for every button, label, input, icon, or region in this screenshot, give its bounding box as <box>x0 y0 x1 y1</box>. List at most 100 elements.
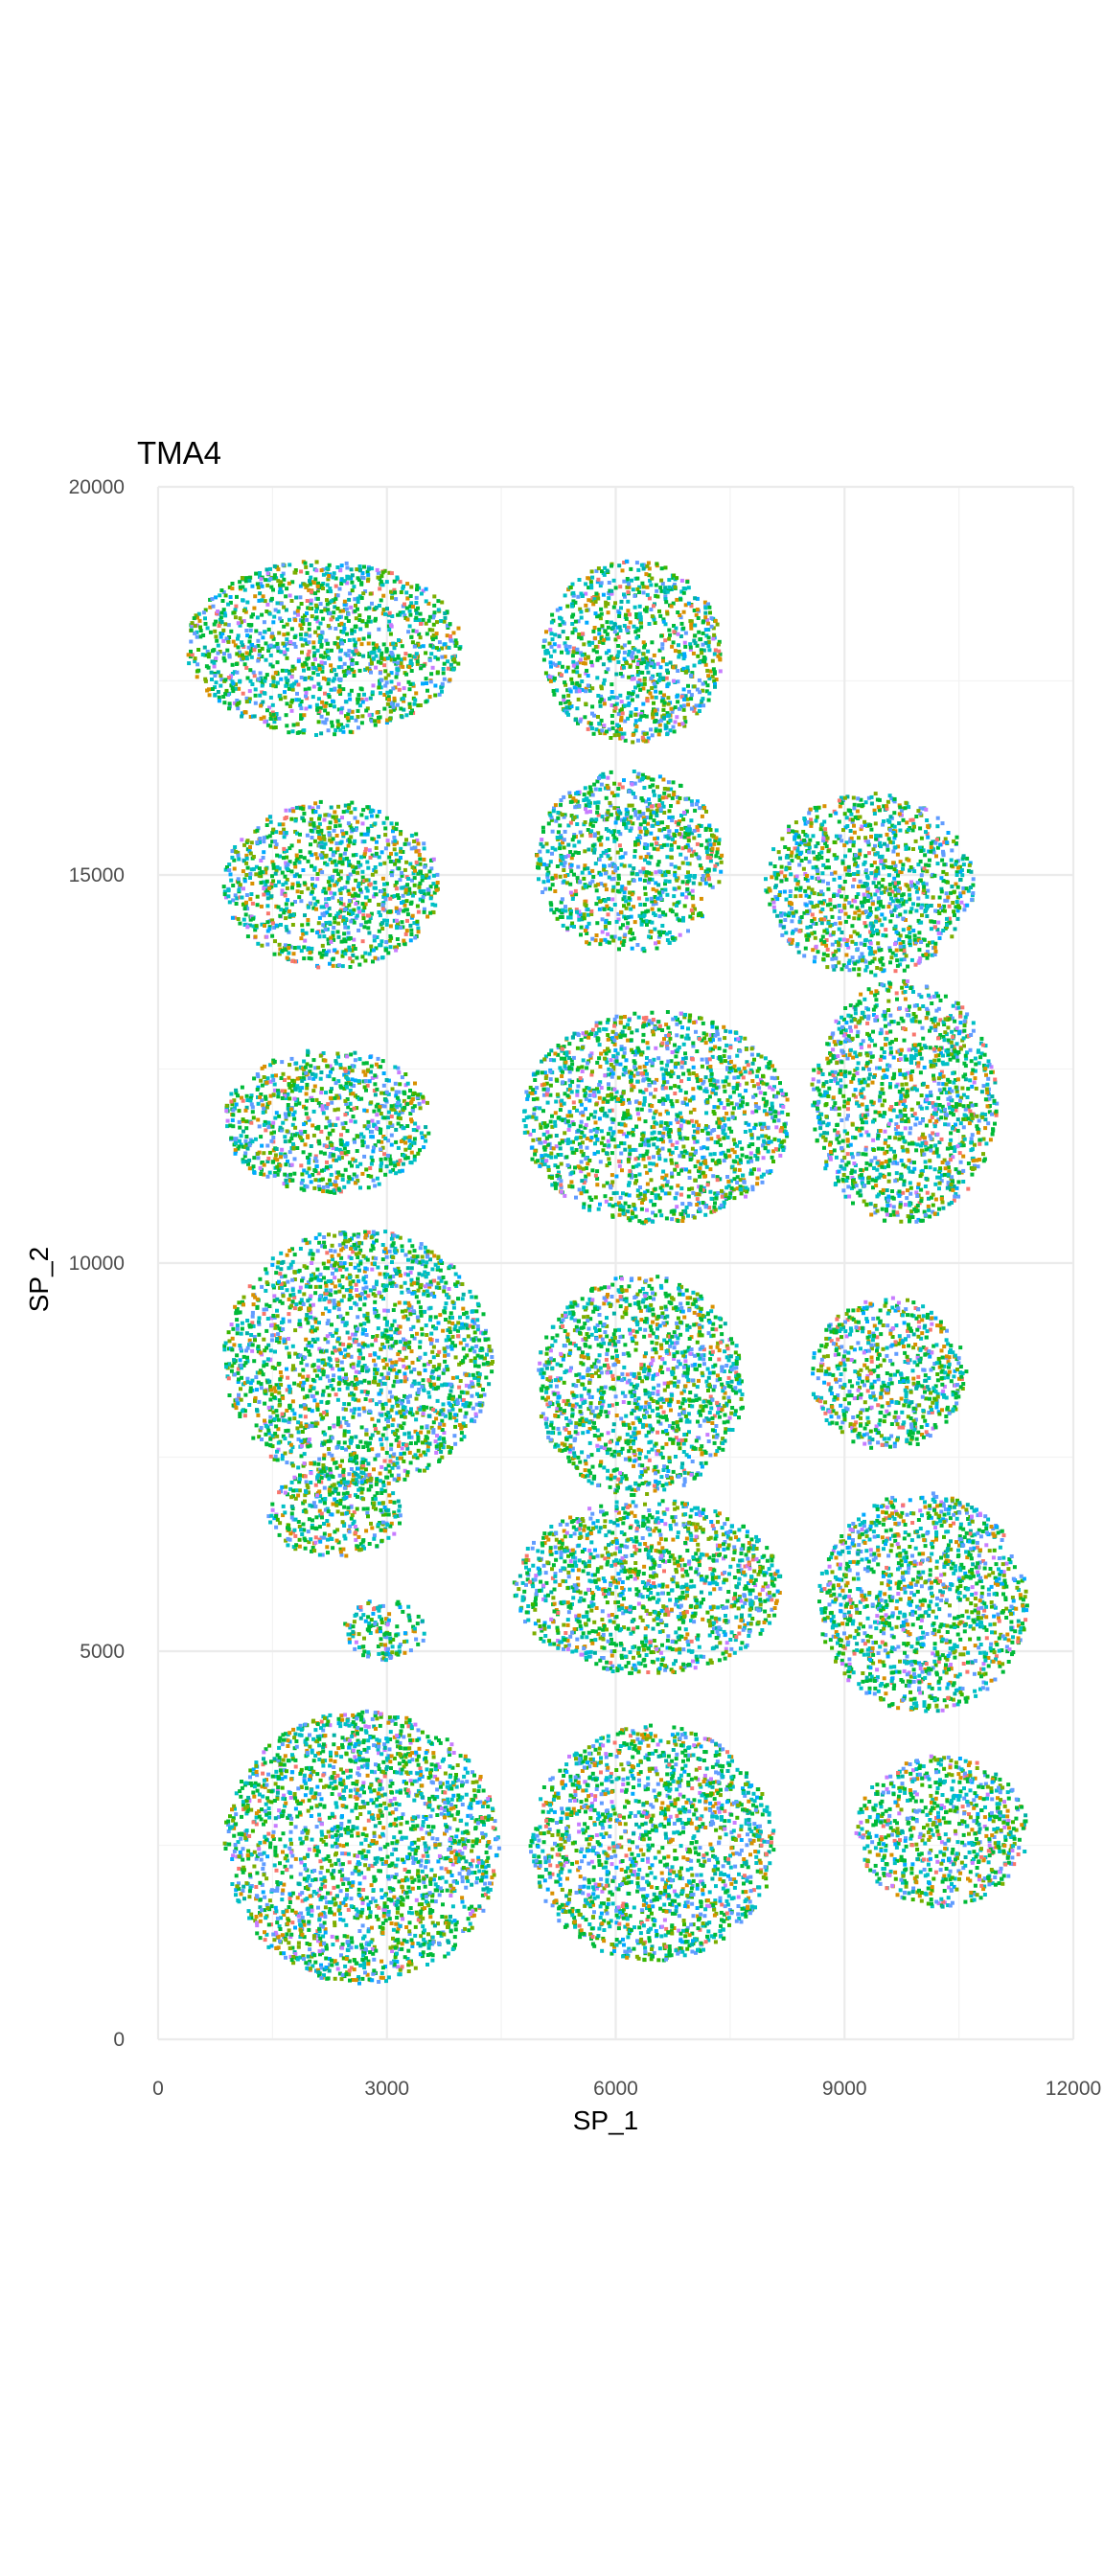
data-point <box>306 922 310 926</box>
data-point <box>629 908 632 911</box>
data-point <box>265 943 269 947</box>
data-point <box>266 892 270 896</box>
data-point <box>625 661 629 665</box>
data-point <box>285 809 288 813</box>
data-point <box>658 728 662 732</box>
data-point <box>302 728 306 732</box>
data-point <box>335 565 339 569</box>
data-point <box>391 686 395 690</box>
data-point <box>689 646 693 650</box>
data-point <box>456 662 460 666</box>
data-point <box>678 833 681 837</box>
data-point <box>387 620 391 624</box>
data-point <box>683 716 687 720</box>
data-point <box>301 663 305 667</box>
data-point <box>674 649 678 653</box>
data-point <box>952 909 955 913</box>
data-point <box>550 852 554 856</box>
data-point <box>347 821 351 825</box>
data-point <box>291 883 295 886</box>
data-point <box>359 855 363 859</box>
data-point <box>611 626 615 630</box>
data-point <box>427 619 431 623</box>
data-point <box>642 585 646 588</box>
data-point <box>297 698 301 702</box>
data-point <box>583 793 586 796</box>
data-point <box>692 836 696 840</box>
data-point <box>430 629 434 632</box>
data-point <box>342 810 346 814</box>
data-point <box>621 736 625 740</box>
data-point <box>702 656 706 659</box>
data-point <box>254 629 258 632</box>
data-point <box>300 602 304 606</box>
data-point <box>367 920 371 924</box>
data-point <box>572 835 576 839</box>
data-point <box>373 821 377 825</box>
data-point <box>541 645 545 649</box>
data-point <box>664 879 668 883</box>
data-point <box>382 608 386 611</box>
data-point <box>592 714 596 718</box>
data-point <box>600 581 604 585</box>
data-point <box>354 604 357 608</box>
data-point <box>667 637 671 641</box>
data-point <box>244 873 248 877</box>
data-point <box>311 671 315 675</box>
data-point <box>551 846 555 850</box>
data-point <box>356 861 360 864</box>
data-point <box>681 817 685 821</box>
data-point <box>559 915 563 919</box>
data-point <box>333 668 336 672</box>
data-point <box>338 689 342 693</box>
data-point <box>333 732 336 736</box>
data-point <box>853 857 857 861</box>
data-point <box>569 821 573 825</box>
data-point <box>969 870 973 874</box>
data-point <box>223 622 227 626</box>
data-point <box>549 903 553 907</box>
data-point <box>784 867 788 871</box>
data-point <box>260 577 264 581</box>
data-point <box>667 682 671 686</box>
data-point <box>211 687 215 691</box>
data-point <box>245 857 249 861</box>
data-point <box>207 687 211 691</box>
data-point <box>685 827 689 831</box>
data-point <box>839 835 842 839</box>
data-point <box>550 645 554 649</box>
data-point <box>573 816 577 819</box>
data-point <box>355 616 358 620</box>
data-point <box>613 630 617 633</box>
data-point <box>233 610 237 614</box>
data-point <box>416 659 420 663</box>
data-point <box>404 861 408 864</box>
data-point <box>264 658 268 662</box>
data-point <box>435 888 439 892</box>
data-point <box>196 648 200 652</box>
data-point <box>308 579 311 583</box>
data-point <box>954 927 957 931</box>
data-point <box>671 909 675 913</box>
data-point <box>600 783 604 787</box>
data-point <box>548 675 552 678</box>
data-point <box>603 908 607 911</box>
data-point <box>916 897 920 901</box>
data-point <box>780 865 784 869</box>
data-point <box>834 857 838 861</box>
data-point <box>234 850 238 854</box>
data-point <box>356 693 360 697</box>
data-point <box>421 681 425 685</box>
data-point <box>650 777 654 781</box>
data-point <box>659 579 663 583</box>
data-point <box>196 675 199 678</box>
data-point <box>706 856 710 860</box>
data-point <box>337 935 341 939</box>
data-point <box>693 596 697 600</box>
data-point <box>419 635 423 639</box>
data-point <box>613 868 617 872</box>
data-point <box>887 873 891 877</box>
data-point <box>708 884 712 887</box>
data-point <box>400 661 403 665</box>
